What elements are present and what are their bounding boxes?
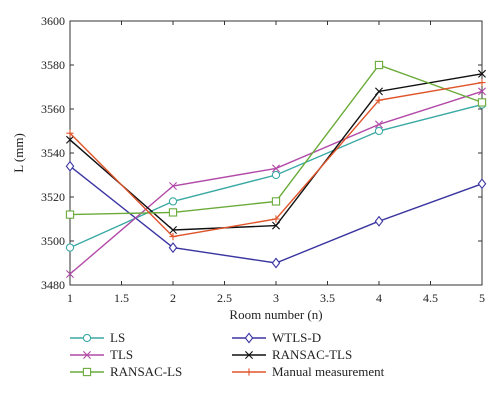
x-tick-label: 4	[376, 291, 382, 305]
x-tick-label: 1.5	[114, 291, 129, 305]
data-point-ls	[168, 197, 178, 206]
legend-marker-tls	[83, 351, 91, 359]
legend-item-ransac-tls: RANSAC-TLS	[232, 347, 352, 362]
legend-item-tls: TLS	[70, 347, 133, 362]
data-point-ransac-tls	[272, 221, 280, 230]
series-wtls-d	[65, 160, 487, 269]
plot-frame	[69, 20, 483, 286]
data-point-wtls-d	[271, 257, 281, 269]
data-point-ransac-tls	[478, 69, 486, 78]
x-tick-label: 3.5	[320, 291, 335, 305]
data-point-tls	[478, 87, 486, 96]
data-point-ransac-tls	[169, 226, 177, 234]
data-point-tls	[272, 164, 280, 173]
y-tick-label: 3580	[41, 58, 65, 72]
data-point-ransac-tls	[375, 87, 383, 96]
data-point-tls	[169, 182, 177, 190]
data-point-manual-measurement	[66, 129, 74, 137]
data-point-manual-measurement	[375, 96, 383, 104]
x-axis-label: Room number (n)	[229, 307, 322, 322]
x-tick-label: 5	[479, 291, 485, 305]
plot-area	[69, 20, 483, 286]
legend-label-ransac-tls: RANSAC-TLS	[272, 347, 352, 362]
series-layer	[65, 60, 487, 278]
series-line-ransac-ls	[69, 64, 483, 216]
series-ls	[65, 100, 487, 252]
data-point-ls	[271, 170, 281, 180]
y-tick-label: 3520	[41, 190, 65, 204]
x-tick-label: 2	[170, 291, 176, 305]
data-point-ransac-ls	[168, 208, 178, 217]
legend-item-ls: LS	[70, 330, 125, 345]
series-line-tls	[69, 90, 483, 275]
legend-marker-ransac-tls	[245, 351, 253, 359]
legend-label-ransac-ls: RANSAC-LS	[110, 364, 182, 379]
legend-item-wtls-d: WTLS-D	[232, 330, 321, 345]
series-tls	[66, 87, 486, 278]
series-line-wtls-d	[69, 165, 483, 264]
data-point-ransac-tls	[66, 135, 74, 144]
legend-label-manual-measurement: Manual measurement	[272, 364, 385, 379]
series-manual-measurement	[66, 79, 486, 241]
legend-item-ransac-ls: RANSAC-LS	[70, 364, 182, 379]
data-point-ransac-ls	[477, 98, 487, 107]
data-point-ls	[65, 243, 75, 252]
x-axis-ticks: 1 1.5 2 2.5 3 3.5 4 4.5 5	[67, 21, 485, 305]
data-point-manual-measurement	[478, 79, 486, 87]
y-tick-label: 3540	[41, 146, 65, 160]
legend-item-manual-measurement: Manual measurement	[232, 364, 385, 379]
x-tick-label: 4.5	[423, 291, 438, 305]
data-point-manual-measurement	[272, 215, 280, 223]
legend-marker-wtls-d	[244, 332, 254, 344]
data-point-wtls-d	[168, 242, 178, 254]
y-tick-label: 3560	[41, 102, 65, 116]
legend-marker-ransac-ls	[82, 367, 92, 377]
y-tick-label: 3480	[41, 278, 65, 292]
y-tick-label: 3500	[41, 234, 65, 248]
y-axis-ticks: 3480 3500 3520 3540 3560 3580 3600	[41, 14, 482, 292]
legend-label-tls: TLS	[110, 347, 133, 362]
series-ransac-ls	[65, 60, 487, 219]
x-tick-label: 1	[67, 291, 73, 305]
data-point-tls	[66, 270, 74, 278]
data-point-wtls-d	[374, 215, 384, 227]
data-point-ransac-ls	[374, 60, 384, 70]
data-point-ls	[374, 126, 384, 136]
x-tick-label: 3	[273, 291, 279, 305]
data-point-ransac-ls	[65, 210, 75, 219]
data-point-wtls-d	[477, 178, 487, 190]
legend: LS WTLS-D TLS RANSAC-TLS RANSAC-LS Manual mea…	[70, 330, 385, 379]
data-point-manual-measurement	[169, 233, 177, 241]
data-point-tls	[375, 120, 383, 129]
y-axis-label: L (mm)	[11, 133, 26, 173]
legend-label-wtls-d: WTLS-D	[272, 330, 321, 345]
legend-label-ls: LS	[110, 330, 125, 345]
data-point-wtls-d	[65, 160, 75, 172]
data-point-ransac-ls	[271, 197, 281, 206]
y-tick-label: 3600	[41, 14, 65, 28]
series-ransac-tls	[66, 69, 486, 234]
x-tick-label: 2.5	[217, 291, 232, 305]
legend-marker-ls	[82, 333, 92, 343]
legend-marker-manual-measurement	[245, 368, 253, 376]
